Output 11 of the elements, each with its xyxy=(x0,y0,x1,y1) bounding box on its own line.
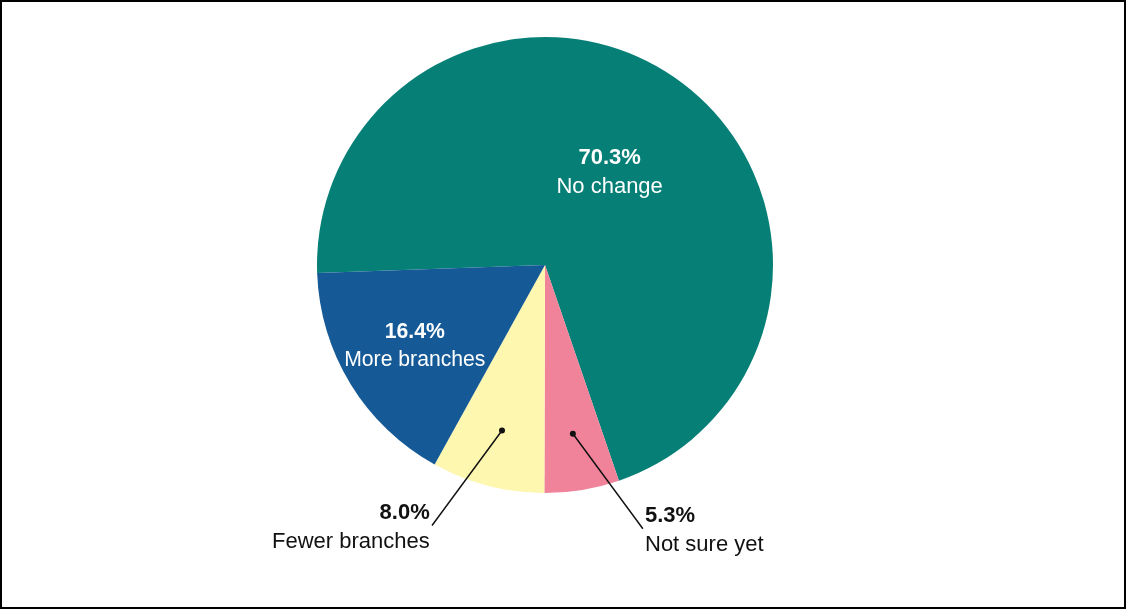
slice-label: Fewer branches xyxy=(272,527,430,553)
slice-label: More branches xyxy=(344,346,486,370)
data-label: 16.4% xyxy=(384,319,445,343)
pie-slice xyxy=(317,265,545,465)
data-label: 70.3% xyxy=(578,144,641,170)
data-label: 8.0% xyxy=(379,499,430,524)
slice-label: No change xyxy=(556,172,663,198)
pie-slice xyxy=(544,265,619,493)
slice-label: Not sure yet xyxy=(645,530,764,556)
pie-slice xyxy=(317,37,773,481)
data-label: 5.3% xyxy=(645,502,696,527)
